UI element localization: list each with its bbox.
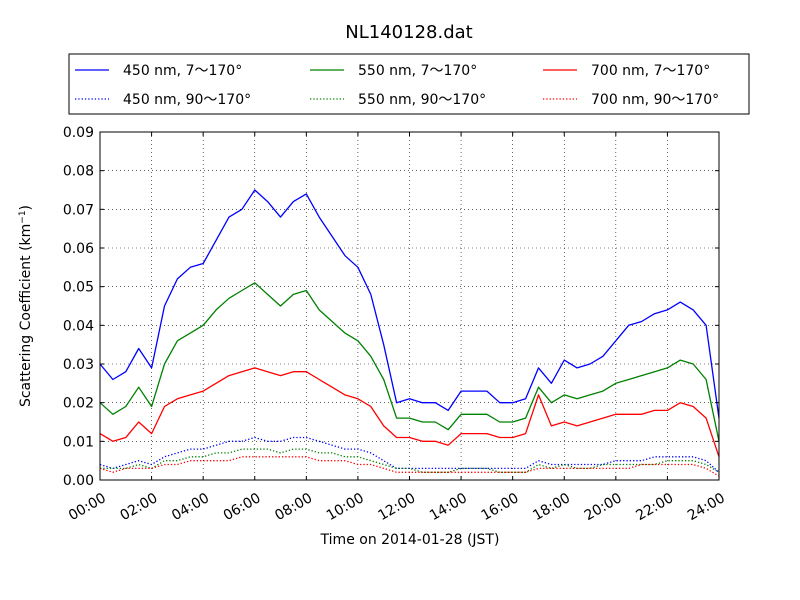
legend-label: 550 nm, 7～170° <box>358 63 477 79</box>
y-axis-label-superscript: −1 <box>18 210 28 223</box>
legend-label: 700 nm, 7～170° <box>591 63 710 79</box>
x-tick-label: 00:00 <box>66 490 109 524</box>
chart-title: NL140128.dat <box>345 22 472 43</box>
y-tick-label: 0.07 <box>63 202 94 218</box>
series-line <box>99 282 720 442</box>
series-line <box>99 436 720 473</box>
y-tick-label: 0.02 <box>63 396 94 412</box>
legend-label: 450 nm, 90～170° <box>123 92 251 108</box>
y-tick-label: 0.01 <box>63 434 94 450</box>
x-tick-label: 12:00 <box>375 490 418 524</box>
x-axis-label: Time on 2014-01-28 (JST) <box>320 532 500 548</box>
legend: 450 nm, 7～170° 550 nm, 7～170° 700 nm, 7～17… <box>68 53 750 115</box>
x-tick-label: 08:00 <box>272 490 315 524</box>
y-tick-label: 0.05 <box>63 280 94 296</box>
x-tick-label: 22:00 <box>633 490 676 524</box>
x-tick-label: 14:00 <box>427 490 470 524</box>
series-line <box>99 189 720 419</box>
series-line <box>99 367 720 458</box>
x-tick-label: 06:00 <box>221 490 264 524</box>
y-tick-label: 0.00 <box>63 473 94 489</box>
legend-label: 700 nm, 90～170° <box>591 92 719 108</box>
y-axis-label-main: Scattering Coefficient (km <box>18 224 34 407</box>
y-tick-label: 0.06 <box>63 241 94 257</box>
legend-box <box>68 53 750 115</box>
series-layer <box>99 189 720 477</box>
y-tick-label: 0.04 <box>63 318 94 334</box>
x-tick-label: 16:00 <box>479 490 522 524</box>
x-tick-label: 04:00 <box>169 490 212 524</box>
y-axis-label: Scattering Coefficient (km−1) <box>18 205 34 407</box>
x-tick-label: 20:00 <box>582 490 625 524</box>
x-tick-label: 02:00 <box>118 490 161 524</box>
y-tick-label: 0.03 <box>63 357 94 373</box>
y-tick-label: 0.08 <box>63 164 94 180</box>
legend-label: 550 nm, 90～170° <box>358 92 486 108</box>
series-line <box>99 456 720 477</box>
x-tick-label: 10:00 <box>324 490 367 524</box>
y-tick-label: 0.09 <box>63 125 94 141</box>
x-tick-label: 18:00 <box>530 490 573 524</box>
x-tick-label: 24:00 <box>685 490 728 524</box>
y-axis-label-close: ) <box>18 205 34 210</box>
legend-label: 450 nm, 7～170° <box>123 63 242 79</box>
